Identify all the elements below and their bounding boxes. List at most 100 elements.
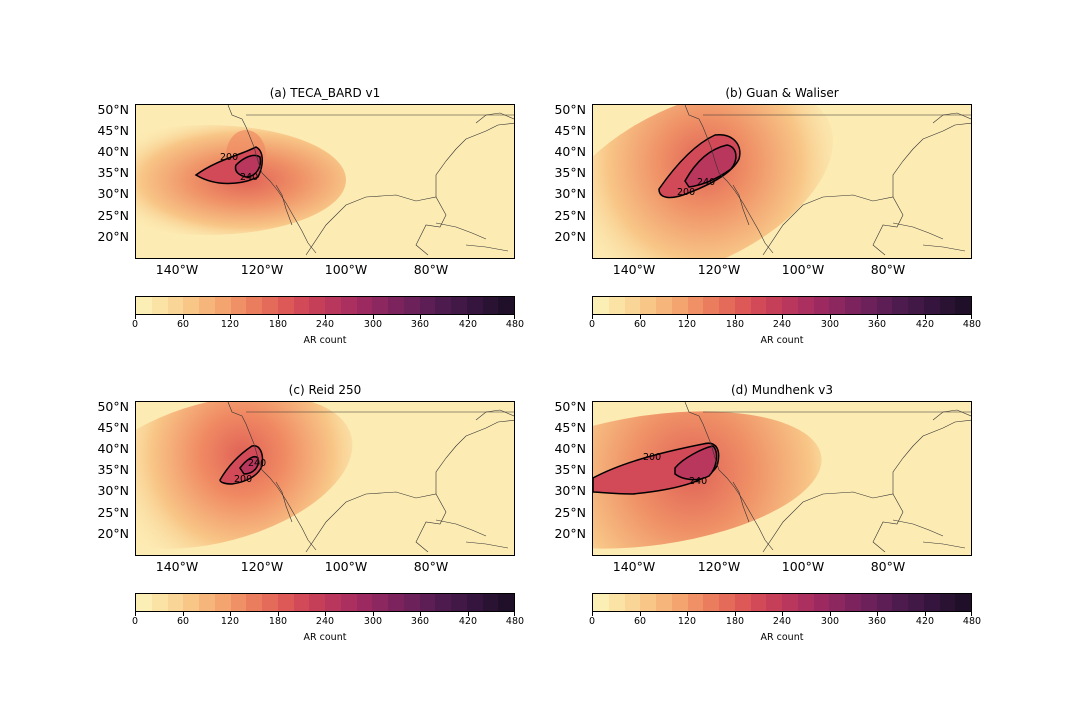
- panel-title: (d) Mundhenk v3: [730, 383, 834, 397]
- colorbar-swatch: [451, 297, 467, 314]
- colorbar-swatch: [671, 594, 688, 611]
- panel-title: (c) Reid 250: [288, 383, 362, 397]
- colorbar-tick-mark: [640, 612, 641, 616]
- y-tick-label: 20°N: [554, 526, 586, 541]
- y-tick-label: 40°N: [554, 144, 586, 159]
- colorbar-swatch: [782, 297, 798, 314]
- colorbar-tick-label: 60: [633, 319, 647, 330]
- map-svg: 200 240: [593, 105, 971, 258]
- colorbar-swatch: [908, 594, 924, 611]
- colorbar-tick-mark: [514, 612, 515, 616]
- x-tick-label: 120°W: [240, 559, 284, 574]
- colorbar-tick-mark: [925, 612, 926, 616]
- colorbar: [592, 296, 972, 315]
- colorbar-tick-mark: [135, 315, 136, 319]
- y-tick-label: 20°N: [554, 229, 586, 244]
- colorbar-swatch: [309, 594, 325, 611]
- y-tick-label: 30°N: [554, 186, 586, 201]
- colorbar-tick-mark: [230, 612, 231, 616]
- x-tick-label: 140°W: [155, 262, 199, 277]
- colorbar-tick-mark: [373, 315, 374, 319]
- map-plot: 200 240: [135, 104, 515, 259]
- colorbar-tick-label: 120: [220, 616, 240, 627]
- y-tick-label: 20°N: [97, 229, 129, 244]
- colorbar-tick-mark: [877, 612, 878, 616]
- colorbar-swatch: [435, 594, 451, 611]
- map-plot: 200 240: [592, 104, 972, 259]
- colorbar-tick-label: 300: [363, 616, 383, 627]
- colorbar-swatch: [766, 297, 782, 314]
- colorbar-tick-mark: [373, 612, 374, 616]
- y-tick-label: 35°N: [554, 165, 586, 180]
- colorbar-swatch: [435, 297, 451, 314]
- colorbar-tick-label: 0: [131, 319, 139, 330]
- y-tick-label: 30°N: [554, 483, 586, 498]
- y-tick-label: 30°N: [97, 186, 129, 201]
- contour-label-240: 240: [697, 177, 715, 188]
- colorbar-label: AR count: [303, 335, 347, 346]
- colorbar-tick-label: 180: [268, 616, 288, 627]
- y-tick-label: 25°N: [97, 208, 129, 223]
- colorbar-swatch: [624, 297, 641, 314]
- colorbar-tick-mark: [325, 612, 326, 616]
- colorbar-swatch: [388, 297, 404, 314]
- map-svg: 200 240: [136, 105, 514, 258]
- colorbar-tick-label: 120: [677, 319, 697, 330]
- colorbar-tick-label: 60: [633, 616, 647, 627]
- colorbar-tick-mark: [735, 315, 736, 319]
- colorbar-tick-label: 180: [268, 319, 288, 330]
- colorbar-swatch: [923, 594, 940, 611]
- colorbar-swatch: [340, 297, 357, 314]
- colorbar-swatch: [214, 594, 231, 611]
- x-tick-label: 140°W: [612, 559, 656, 574]
- colorbar-swatch: [419, 297, 436, 314]
- colorbar-swatch: [136, 297, 152, 314]
- colorbar-swatch: [608, 594, 625, 611]
- colorbar-tick-label: 480: [505, 616, 525, 627]
- colorbar-tick-mark: [183, 315, 184, 319]
- map-plot: 200 240: [592, 401, 972, 556]
- colorbar-tick-label: 120: [677, 616, 697, 627]
- x-tick-label: 80°W: [413, 559, 449, 574]
- colorbar-swatch: [277, 594, 294, 611]
- colorbar-swatch: [372, 297, 388, 314]
- colorbar-swatch: [325, 297, 341, 314]
- x-tick-label: 100°W: [781, 559, 825, 574]
- colorbar-tick-label: 0: [131, 616, 139, 627]
- x-tick-label: 80°W: [413, 262, 449, 277]
- colorbar-tick-label: 60: [176, 319, 190, 330]
- y-tick-label: 40°N: [97, 441, 129, 456]
- y-tick-label: 50°N: [554, 399, 586, 414]
- coastline: [684, 402, 971, 553]
- colorbar-swatch: [640, 297, 656, 314]
- colorbar-swatch: [372, 594, 388, 611]
- contour-200: [219, 445, 264, 485]
- colorbar-swatch: [403, 594, 420, 611]
- colorbar-swatch: [199, 297, 215, 314]
- colorbar-swatch: [719, 297, 735, 314]
- colorbar-tick-label: 360: [410, 319, 430, 330]
- colorbar-swatch: [939, 297, 956, 314]
- colorbar-swatch: [719, 594, 735, 611]
- colorbar-tick-mark: [877, 315, 878, 319]
- y-tick-label: 50°N: [97, 399, 129, 414]
- colorbar-tick-mark: [640, 315, 641, 319]
- contour-label-200: 200: [220, 152, 238, 163]
- colorbar-swatch: [845, 297, 861, 314]
- contour-label-200: 200: [234, 474, 252, 485]
- panel-title: (b) Guan & Waliser: [725, 86, 839, 100]
- colorbar-swatch: [624, 594, 641, 611]
- colorbar-swatch: [797, 594, 814, 611]
- contour-240: [674, 445, 718, 481]
- colorbar-tick-mark: [420, 315, 421, 319]
- colorbar-label: AR count: [760, 632, 804, 643]
- colorbar-tick-mark: [782, 612, 783, 616]
- colorbar-tick-mark: [782, 315, 783, 319]
- colorbar-tick-label: 300: [820, 319, 840, 330]
- contour-240: [684, 144, 737, 188]
- colorbar-swatch: [813, 297, 830, 314]
- colorbar-tick-label: 420: [458, 319, 478, 330]
- y-tick-label: 45°N: [554, 123, 586, 138]
- density-field: [136, 402, 353, 549]
- coastline: [227, 402, 514, 553]
